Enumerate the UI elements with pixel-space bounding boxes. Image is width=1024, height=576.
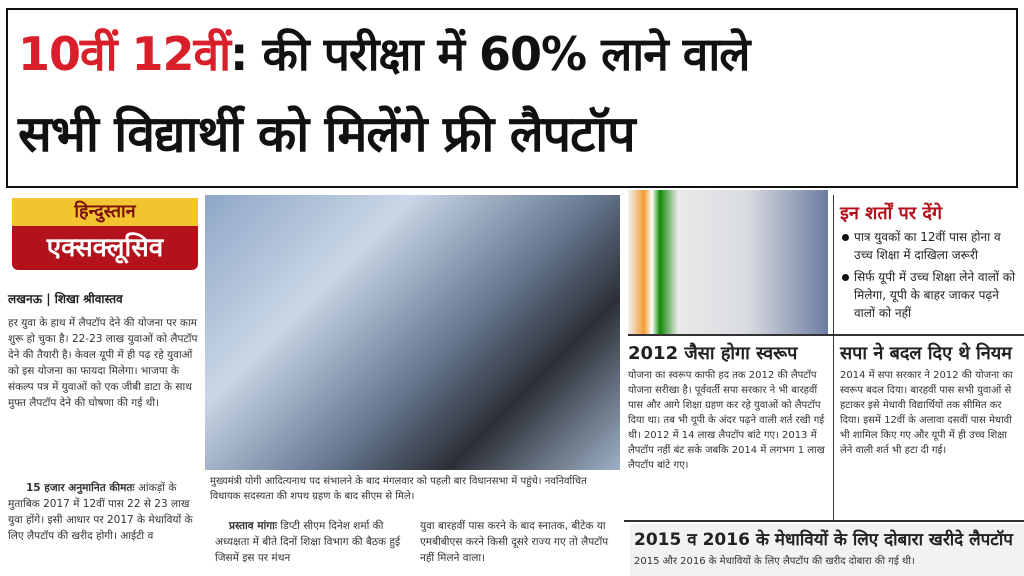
brand-logo: हिन्दुस्तान एक्सक्लूसिव bbox=[12, 198, 198, 270]
headline-line1: 10वीं 12वीं: की परीक्षा में 60% लाने वाल… bbox=[18, 14, 1006, 94]
box2012-text: योजना का स्वरूप काफी हद तक 2012 की लैपटॉ… bbox=[628, 370, 825, 471]
photo-caption: मुख्यमंत्री योगी आदित्यनाथ पद संभालने के… bbox=[210, 476, 587, 502]
bottom-text: 2015 और 2016 के मेधावियों के लिए लैपटॉप … bbox=[634, 556, 915, 567]
box2012: 2012 जैसा होगा स्वरूप योजना का स्वरूप का… bbox=[628, 340, 828, 473]
headline-line1-text: : की परीक्षा में 60% लाने वाले bbox=[230, 27, 750, 81]
headline-line2: सभी विद्यार्थी को मिलेंगे फ्री लैपटॉप bbox=[18, 105, 636, 163]
brand-top: हिन्दुस्तान bbox=[12, 198, 198, 226]
boxSP: सपा ने बदल दिए थे नियम 2014 में सपा सरका… bbox=[840, 340, 1020, 458]
condition-item: सिर्फ यूपी में उच्च शिक्षा लेने वालों को… bbox=[840, 268, 1020, 322]
students-laptops-photo bbox=[205, 195, 620, 470]
column-divider bbox=[833, 195, 834, 520]
headline-highlight: 10वीं 12वीं bbox=[18, 27, 231, 81]
proposal-text2: युवा बारहवीं पास करने के बाद स्नातक, बीट… bbox=[420, 520, 609, 564]
proposal-text: डिप्टी सीएम दिनेश शर्मा की अध्यक्षता में… bbox=[215, 520, 401, 564]
byline: लखनऊ | शिखा श्रीवास्तव bbox=[8, 292, 123, 306]
bottom-title: 2015 व 2016 के मेधावियों के लिए दोबारा ख… bbox=[634, 530, 1013, 550]
conditions-title: इन शर्तों पर देंगे bbox=[840, 203, 943, 224]
headline-box: 10वीं 12वीं: की परीक्षा में 60% लाने वाल… bbox=[6, 8, 1018, 188]
modi-photo bbox=[628, 190, 828, 335]
left-article-para2-block: 15 हजार अनुमानित कीमतः आंकड़ों के मुताबि… bbox=[8, 480, 200, 544]
left-article-para1: हर युवा के हाथ में लैपटॉप देने की योजना … bbox=[8, 317, 198, 409]
bottom-box: 2015 व 2016 के मेधावियों के लिए दोबारा ख… bbox=[630, 524, 1024, 576]
divider bbox=[624, 520, 1024, 522]
conditions-list: पात्र युवकों का 12वीं पास होना व उच्च शि… bbox=[840, 228, 1020, 322]
brand-bottom: एक्सक्लूसिव bbox=[12, 226, 198, 270]
conditions-box: इन शर्तों पर देंगे पात्र युवकों का 12वीं… bbox=[840, 200, 1020, 322]
left-article-para2: आंकड़ों के मुताबिक 2017 में 12वीं पास 22… bbox=[8, 482, 193, 542]
boxSP-text: 2014 में सपा सरकार ने 2012 की योजना का स… bbox=[840, 370, 1013, 456]
box2012-title: 2012 जैसा होगा स्वरूप bbox=[628, 343, 798, 364]
condition-item: पात्र युवकों का 12वीं पास होना व उच्च शि… bbox=[840, 228, 1020, 264]
para2-lead: 15 हजार अनुमानित कीमतः bbox=[26, 482, 135, 494]
divider bbox=[628, 334, 1024, 336]
proposal-block: प्रस्ताव मांगाः डिप्टी सीएम दिनेश शर्मा … bbox=[215, 518, 405, 566]
boxSP-title: सपा ने बदल दिए थे नियम bbox=[840, 343, 1012, 364]
proposal-lead: प्रस्ताव मांगाः bbox=[229, 520, 278, 532]
